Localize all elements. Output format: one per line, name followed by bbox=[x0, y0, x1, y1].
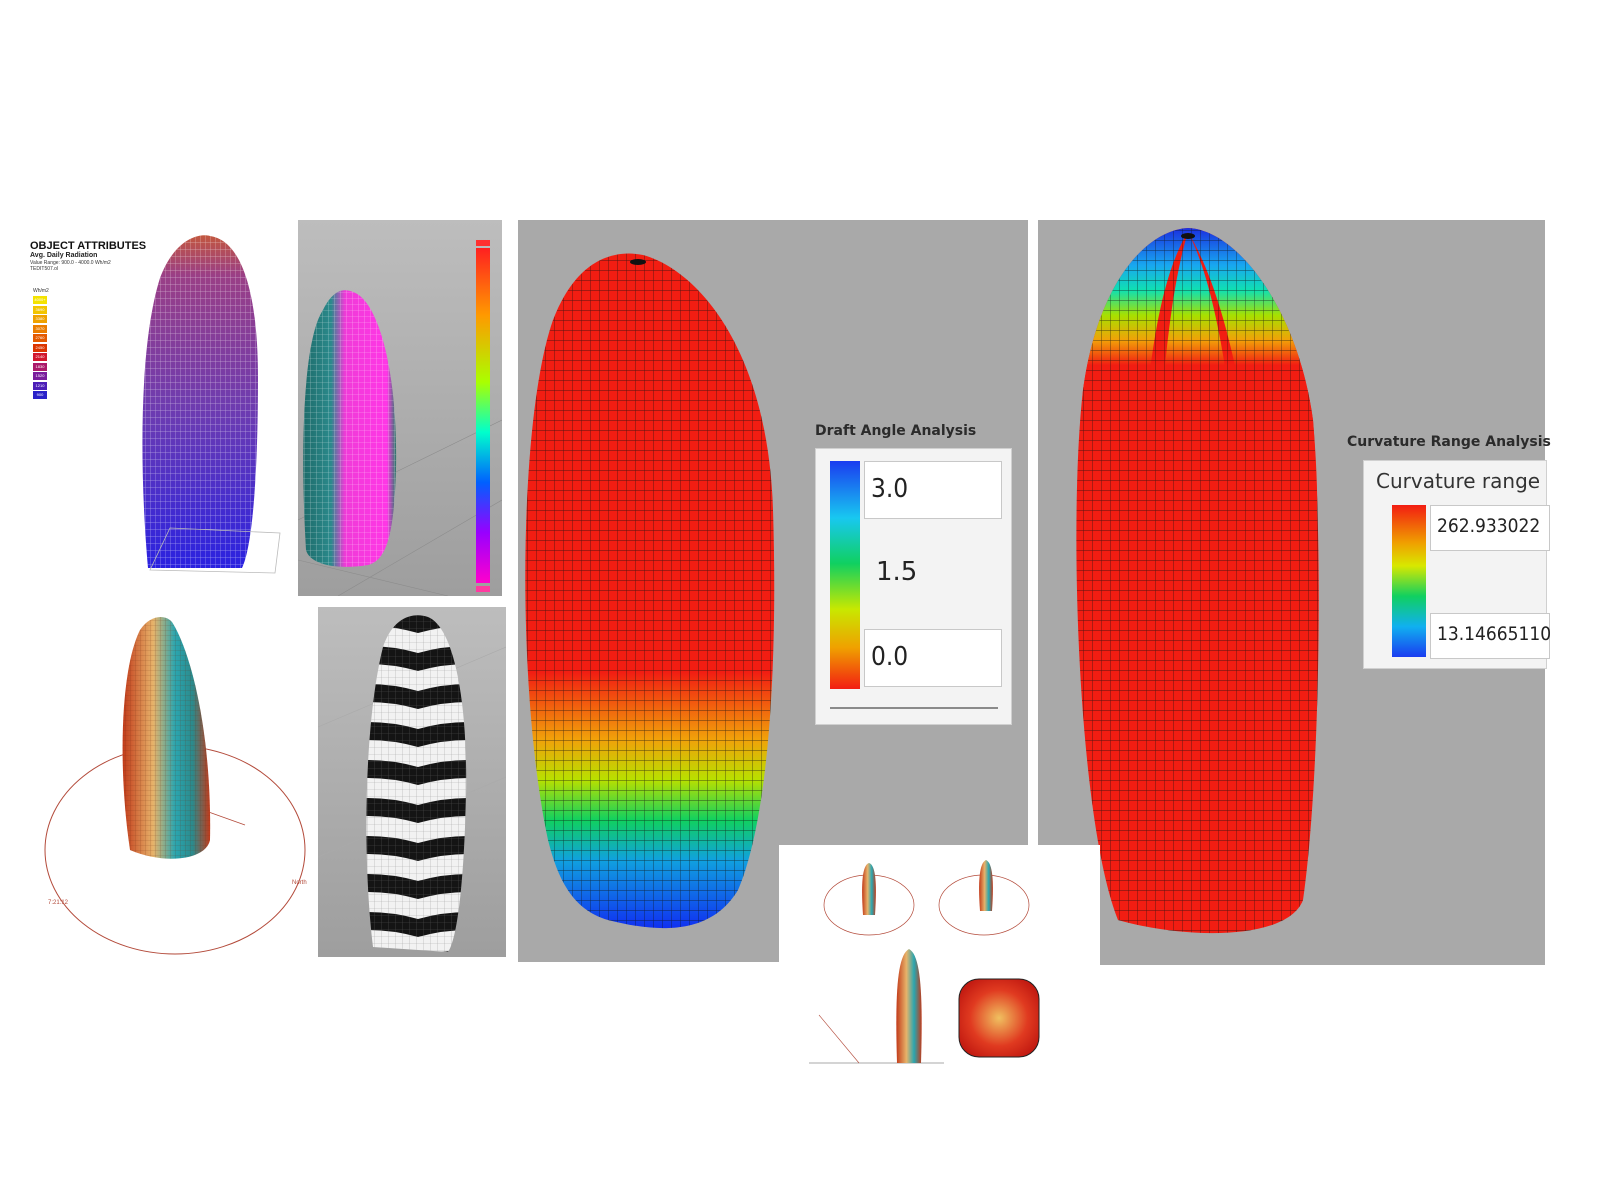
draft-angle-color-bar bbox=[830, 461, 860, 689]
curvature-min-value: 13.14665110 bbox=[1437, 623, 1552, 645]
draft-angle-min-field[interactable]: 0.0 bbox=[864, 629, 1002, 687]
sun-path-figure bbox=[44, 617, 306, 955]
draft-angle-legend: 3.0 1.5 0.0 bbox=[815, 448, 1012, 725]
sun-path-north-label: North bbox=[292, 880, 307, 886]
object-attributes-extra: TEDIT507.ol bbox=[30, 266, 59, 272]
zebra-analysis-panel bbox=[318, 607, 506, 957]
radiation-tower-figure bbox=[142, 235, 281, 574]
radiation-legend-swatch: 1210 bbox=[33, 381, 47, 390]
curvature-color-bar bbox=[1392, 505, 1426, 657]
draft-angle-tower-figure bbox=[525, 253, 775, 929]
curvature-tower-figure bbox=[1076, 228, 1319, 934]
radiation-legend-swatch: 900 bbox=[33, 391, 47, 399]
curvature-panel bbox=[1038, 220, 1545, 965]
draft-angle-min-value: 0.0 bbox=[871, 642, 909, 672]
draft-angle-max-field[interactable]: 3.0 bbox=[864, 461, 1002, 519]
radiation-legend-swatch: 2140 bbox=[33, 353, 47, 361]
solar-insolation-figures bbox=[809, 860, 1040, 1064]
object-attributes-subtitle: Avg. Daily Radiation bbox=[30, 252, 98, 259]
radiation-legend-swatch: 3070 bbox=[33, 324, 47, 333]
radiation-legend-swatch: 3690 bbox=[33, 305, 47, 314]
radiation-legend-swatch: 3380 bbox=[33, 315, 47, 323]
curvature-max-field[interactable]: 262.933022 bbox=[1430, 505, 1550, 551]
draft-angle-mid-value: 1.5 bbox=[876, 557, 918, 587]
curvature-header: Curvature range bbox=[1376, 469, 1541, 493]
draft-angle-max-value: 3.0 bbox=[871, 474, 909, 504]
curvature-legend: Curvature range 262.933022 13.14665110 bbox=[1363, 460, 1552, 669]
radiation-legend-swatch: 1830 bbox=[33, 362, 47, 371]
draft-angle-title: Draft Angle Analysis bbox=[815, 423, 977, 439]
magenta-tower-figure bbox=[298, 240, 502, 596]
legend-unit: Wh/m2 bbox=[33, 288, 49, 294]
radiation-legend-swatch: 2760 bbox=[33, 334, 47, 342]
curvature-title: Curvature Range Analysis bbox=[1347, 434, 1551, 450]
draft-angle-panel bbox=[518, 220, 1028, 962]
magenta-analysis-panel bbox=[298, 220, 502, 596]
draft-angle-divider bbox=[830, 707, 998, 709]
radiation-legend-swatch: 1520 bbox=[33, 372, 47, 380]
object-attributes-range: Value Range: 900.0 - 4000.0 Wh/m2 bbox=[30, 260, 111, 266]
curvature-max-value: 262.933022 bbox=[1437, 515, 1541, 537]
zebra-tower-figure bbox=[318, 615, 506, 952]
sun-path-time-label: 7:21:12 bbox=[48, 900, 69, 906]
curvature-min-field[interactable]: 13.14665110 bbox=[1430, 613, 1552, 659]
radiation-legend-swatch: 2450 bbox=[33, 343, 47, 352]
object-attributes-title: OBJECT ATTRIBUTES bbox=[30, 240, 147, 252]
radiation-legend-swatch: 4000+ bbox=[33, 296, 47, 304]
solar-insolation-composite bbox=[779, 845, 1100, 1085]
